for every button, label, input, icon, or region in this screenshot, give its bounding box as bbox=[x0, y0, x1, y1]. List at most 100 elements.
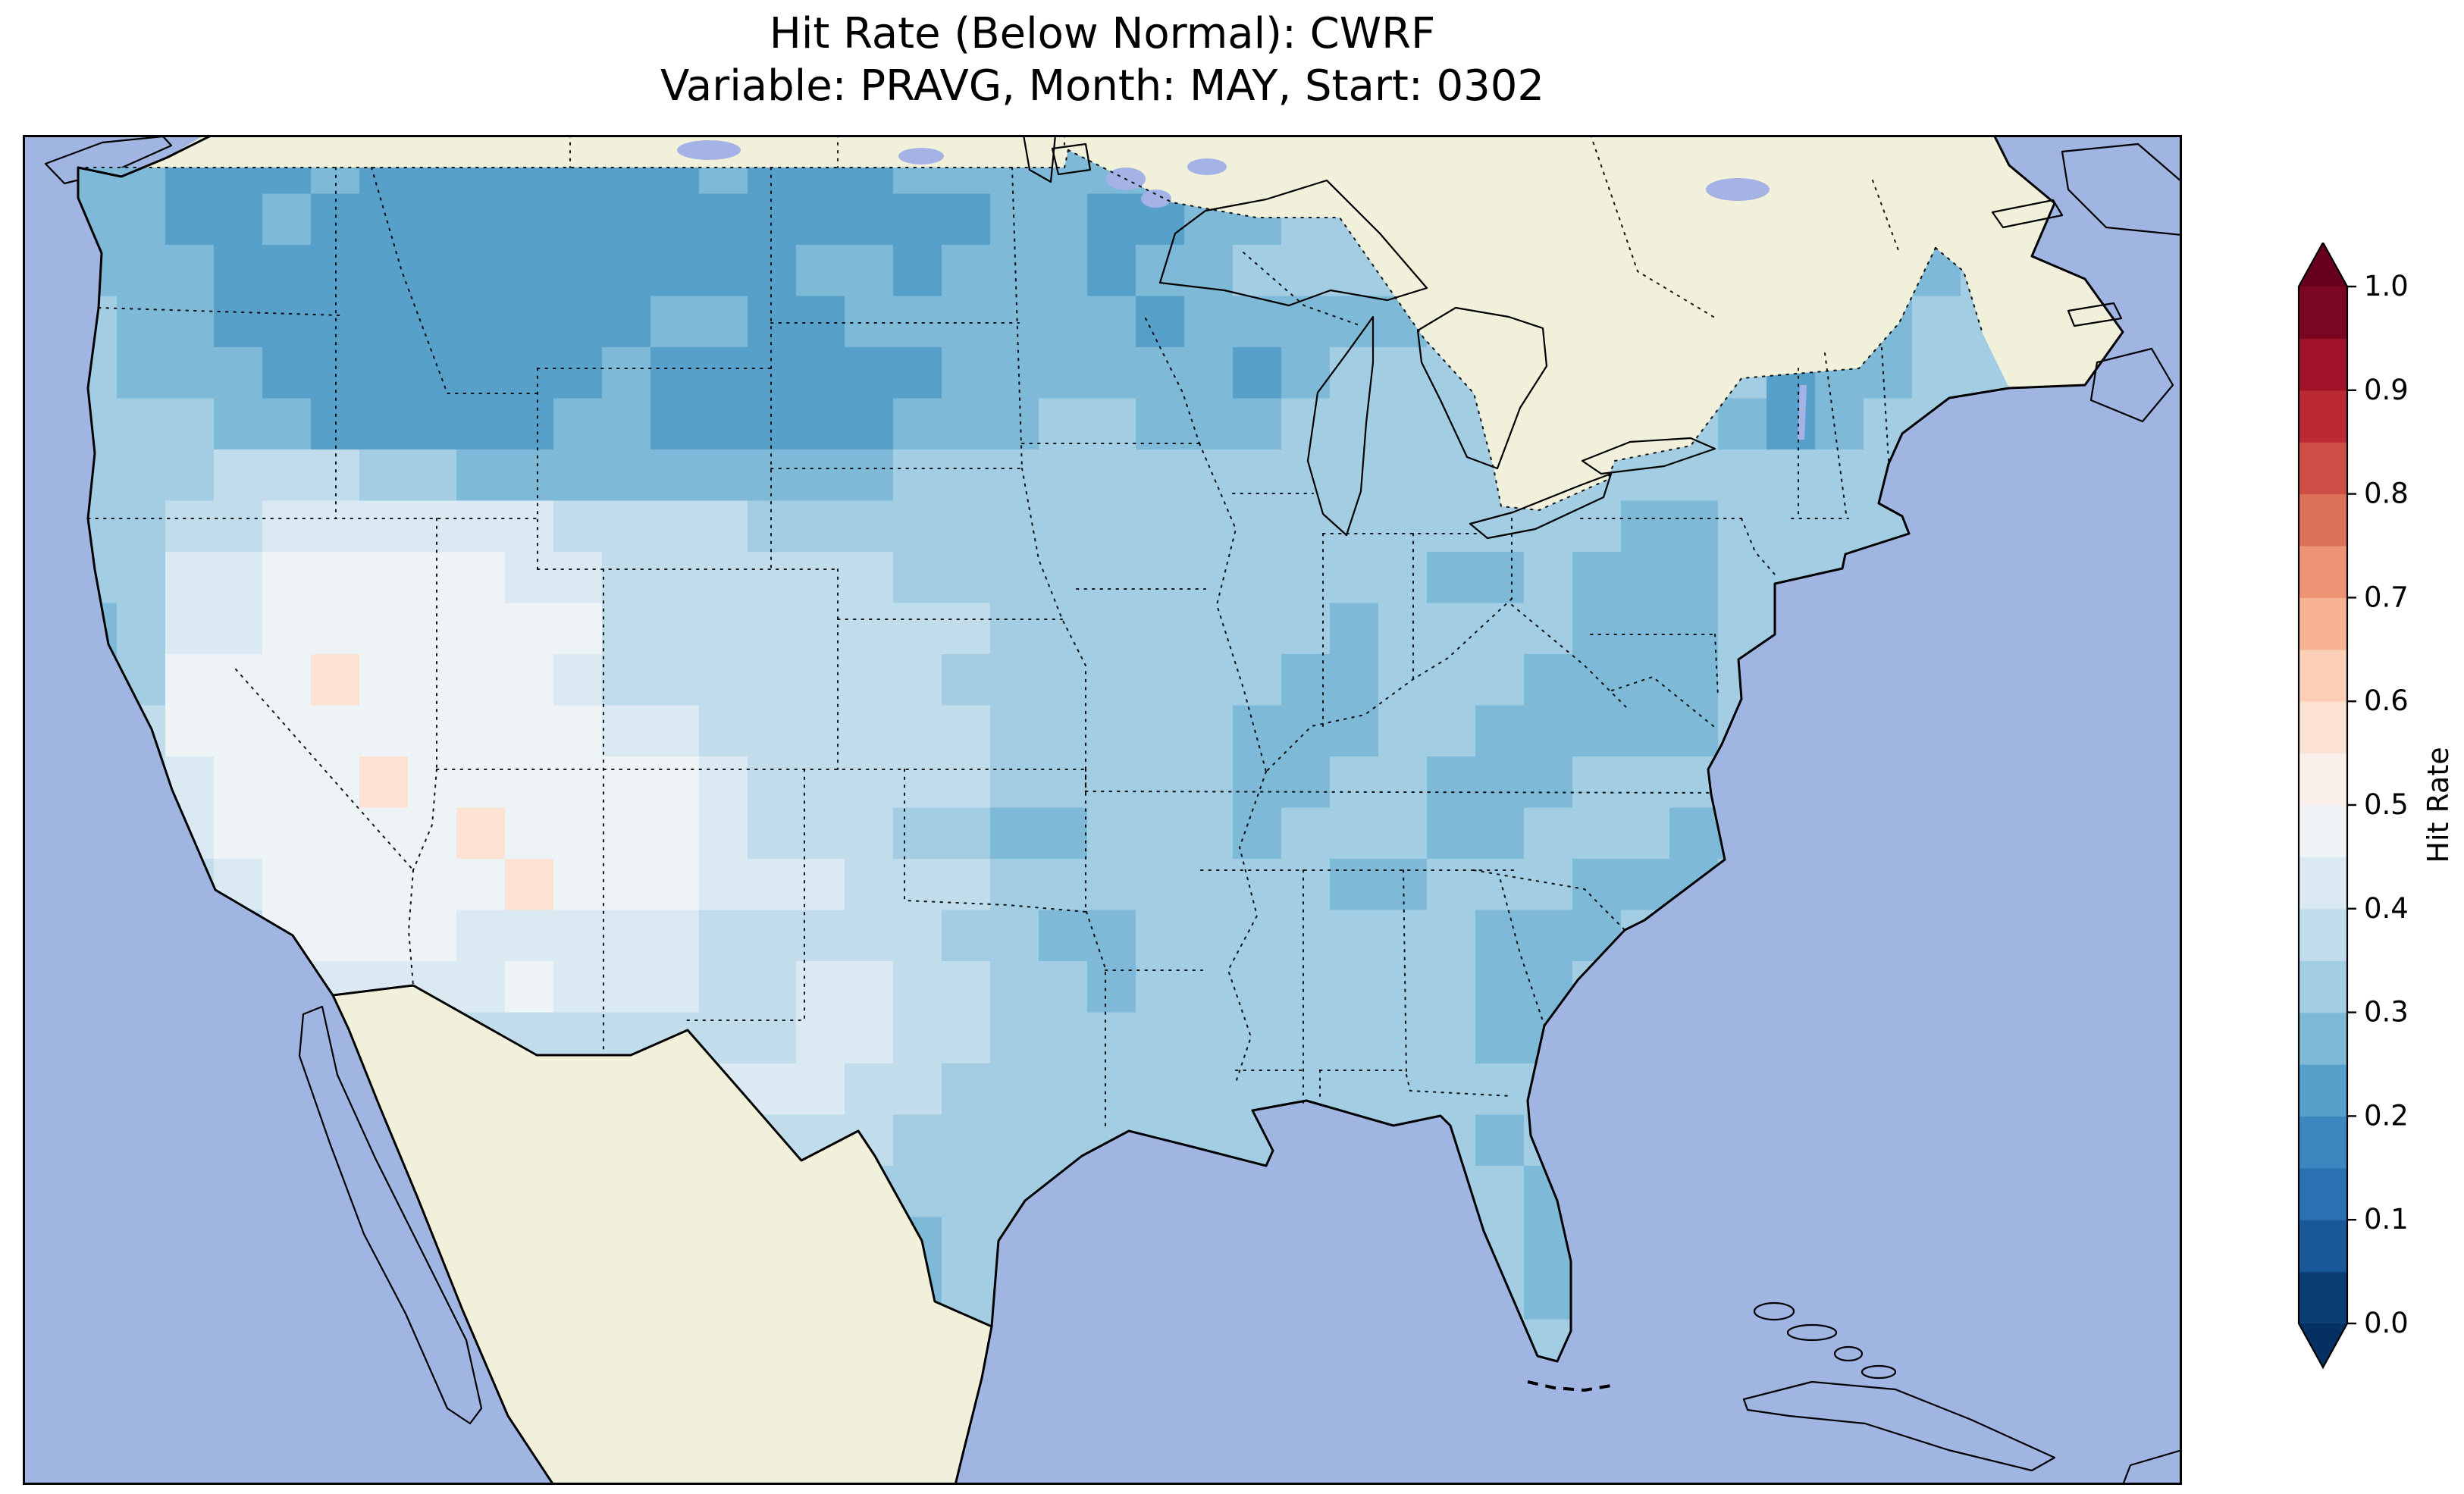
heatmap-cell bbox=[699, 756, 748, 809]
heatmap-cell bbox=[1281, 245, 1331, 297]
heatmap-cell bbox=[359, 347, 409, 399]
heatmap-cell bbox=[1572, 705, 1622, 757]
heatmap-cell bbox=[1475, 1012, 1525, 1064]
border-line bbox=[1499, 879, 1546, 1027]
heatmap-cell bbox=[748, 654, 797, 706]
heatmap-cell bbox=[990, 705, 1039, 757]
bahamas-island bbox=[1833, 1345, 1864, 1362]
heatmap-cell bbox=[748, 1012, 797, 1064]
lake-champlain bbox=[1798, 385, 1807, 440]
heatmap-cell bbox=[845, 1063, 894, 1116]
colorbar-segment bbox=[2299, 857, 2347, 910]
heatmap-cell bbox=[796, 1012, 845, 1064]
heatmap-cell bbox=[214, 449, 263, 502]
colorbar-segment bbox=[2299, 649, 2347, 702]
heatmap-cell bbox=[1475, 1166, 1525, 1218]
lakes-group bbox=[677, 135, 1807, 540]
heatmap-cell bbox=[845, 347, 894, 399]
heatmap-cell bbox=[650, 552, 700, 604]
heatmap-cell bbox=[553, 552, 603, 604]
heatmap-cell bbox=[165, 603, 215, 655]
heatmap-cell bbox=[990, 1114, 1039, 1167]
heatmap-cell bbox=[505, 756, 554, 809]
heatmap-cell bbox=[845, 296, 894, 348]
heatmap-cell bbox=[1378, 859, 1428, 911]
heatmap-cell bbox=[165, 552, 215, 604]
heatmap-cell bbox=[1087, 1012, 1136, 1064]
heatmap-cell bbox=[1427, 1063, 1476, 1116]
border-line bbox=[1510, 603, 1632, 713]
heatmap-cell bbox=[1184, 756, 1234, 809]
heatmap-cell bbox=[1087, 193, 1136, 246]
heatmap-cell bbox=[602, 552, 651, 604]
heatmap-cell bbox=[699, 193, 748, 246]
colorbar-tick-label: 0.6 bbox=[2364, 684, 2409, 717]
heatmap-cell bbox=[748, 910, 797, 962]
heatmap-cell bbox=[311, 705, 360, 757]
heatmap-cell bbox=[214, 245, 263, 297]
heatmap-cell bbox=[505, 552, 554, 604]
heatmap-cell bbox=[748, 193, 797, 246]
heatmap-cell bbox=[1136, 245, 1185, 297]
heatmap-cell bbox=[990, 296, 1039, 348]
heatmap-cell bbox=[1669, 500, 1719, 553]
heatmap-cell bbox=[893, 910, 942, 962]
heatmap-cell bbox=[1136, 603, 1185, 655]
heatmap-cell bbox=[650, 961, 700, 1013]
heatmap-cell bbox=[1136, 296, 1185, 348]
heatmap-cell bbox=[214, 552, 263, 604]
heatmap-cell bbox=[893, 500, 942, 553]
heatmap-cell bbox=[456, 807, 506, 860]
heatmap-cell bbox=[699, 296, 748, 348]
heatmap-cell bbox=[942, 193, 991, 246]
heatmap-cell bbox=[602, 449, 651, 502]
border-line bbox=[1242, 251, 1359, 326]
colorbar-over-arrow bbox=[2299, 243, 2347, 287]
heatmap-cell bbox=[602, 193, 651, 246]
heatmap-cell bbox=[1378, 500, 1428, 553]
vancouver-island bbox=[44, 135, 173, 185]
heatmap-cell bbox=[893, 245, 942, 297]
heatmap-cell bbox=[117, 347, 166, 399]
heatmap-cell bbox=[650, 296, 700, 348]
heatmap-cell bbox=[845, 910, 894, 962]
heatmap-cell bbox=[1039, 193, 1088, 246]
heatmap-cell bbox=[1524, 1268, 1573, 1320]
figure-title: Hit Rate (Below Normal): CWRF Variable: … bbox=[23, 8, 2182, 111]
heatmap-cell bbox=[845, 603, 894, 655]
colorbar-tick-label: 0.7 bbox=[2364, 581, 2409, 613]
heatmap-cell bbox=[1524, 807, 1573, 860]
heatmap-cell bbox=[699, 961, 748, 1013]
heatmap-cell bbox=[1184, 705, 1234, 757]
heatmap-cell bbox=[1572, 756, 1622, 809]
border-line bbox=[1472, 869, 1626, 932]
heatmap-cell bbox=[1378, 654, 1428, 706]
heatmap-cell bbox=[456, 500, 506, 553]
heatmap-cell bbox=[1281, 398, 1331, 450]
heatmap-cell bbox=[1330, 1012, 1379, 1064]
heatmap-cell bbox=[165, 193, 215, 246]
heatmap-cell bbox=[650, 807, 700, 860]
heatmap-cell bbox=[1087, 807, 1136, 860]
heatmap-cell bbox=[165, 347, 215, 399]
heatmap-cell bbox=[845, 807, 894, 860]
heatmap-cell bbox=[893, 756, 942, 809]
heatmap-cell bbox=[553, 398, 603, 450]
heatmap-cell bbox=[1912, 347, 1961, 399]
heatmap-cell bbox=[1427, 756, 1476, 809]
heatmap-cell bbox=[1184, 1063, 1234, 1116]
border-line bbox=[234, 668, 415, 872]
map-frame bbox=[23, 135, 2182, 1485]
heatmap-cell bbox=[1524, 654, 1573, 706]
heatmap-cell bbox=[699, 654, 748, 706]
heatmap-cell bbox=[845, 449, 894, 502]
heatmap-cell bbox=[359, 398, 409, 450]
heatmap-cell bbox=[893, 193, 942, 246]
heatmap-cell bbox=[699, 910, 748, 962]
heatmap-cell bbox=[602, 398, 651, 450]
heatmap-cell bbox=[359, 245, 409, 297]
heatmap-cell bbox=[1621, 552, 1670, 604]
heatmap-cell bbox=[1184, 398, 1234, 450]
heatmap-cell bbox=[942, 398, 991, 450]
